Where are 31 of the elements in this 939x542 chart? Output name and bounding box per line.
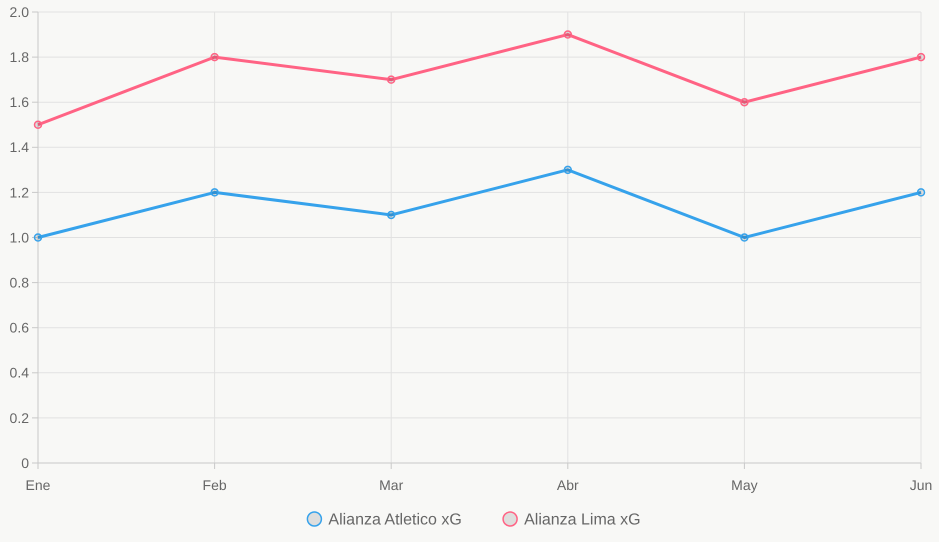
y-tick-label: 0.6: [10, 320, 30, 336]
y-tick-label: 0.4: [10, 364, 30, 381]
y-tick-label: 2.0: [10, 4, 30, 20]
point: [740, 98, 749, 106]
point: [210, 52, 219, 62]
point: [210, 188, 219, 197]
x-tick-label: Jun: [910, 477, 932, 493]
point: [386, 210, 396, 220]
point: [34, 233, 42, 242]
x-tick-label: Mar: [379, 477, 404, 493]
y-tick-label: 1.8: [10, 49, 30, 65]
y-tick-label: 0.2: [10, 410, 30, 426]
point: [564, 166, 572, 174]
x-tick-label: Feb: [202, 477, 227, 493]
y-tick-label: 1.0: [10, 229, 30, 246]
y-tick-label: 0.8: [10, 274, 30, 290]
legend-label: Alianza Lima xG: [524, 512, 641, 529]
point: [916, 188, 926, 197]
point: [564, 30, 572, 39]
y-tick-label: 1.2: [10, 184, 30, 200]
x-tick-label: Abr: [556, 477, 580, 493]
y-tick-label: 1.6: [10, 94, 30, 110]
point: [916, 52, 926, 62]
x-tick-label: Ene: [26, 477, 51, 493]
point: [34, 120, 42, 129]
point: [740, 233, 749, 242]
y-tick-label: 0: [21, 454, 30, 471]
point: [386, 75, 396, 84]
y-tick-label: 1.4: [10, 139, 30, 156]
legend-label: Alianza Atletico xG: [328, 512, 462, 529]
x-tick-label: May: [731, 477, 758, 493]
